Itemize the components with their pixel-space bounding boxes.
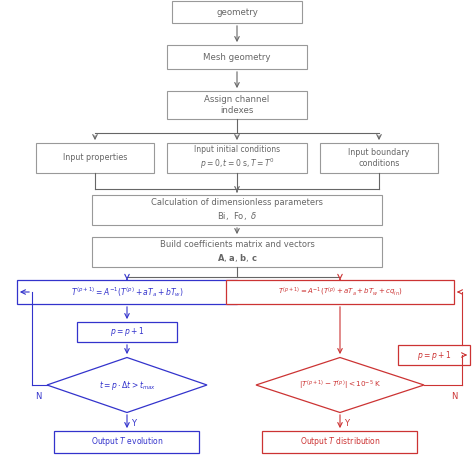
Text: Build coefficients matrix and vectors
$\bf{A}$, $\bf{a}$, $\bf{b}$, $\bf{c}$: Build coefficients matrix and vectors $\…: [160, 240, 314, 264]
Text: $p = p + 1$: $p = p + 1$: [417, 348, 451, 362]
Text: Output $T$ distribution: Output $T$ distribution: [300, 436, 381, 448]
Text: $|T^{(p+1)} - T^{(p)}| < 10^{-5}$ K: $|T^{(p+1)} - T^{(p)}| < 10^{-5}$ K: [299, 378, 382, 392]
Bar: [167, 91, 307, 119]
Text: Input boundary
conditions: Input boundary conditions: [348, 148, 410, 168]
Bar: [398, 345, 470, 365]
Text: Calculation of dimensionless parameters
Bi,  Fo,  $\delta$: Calculation of dimensionless parameters …: [151, 198, 323, 222]
Text: Input initial conditions
$p = 0, t = 0$ s$,T = T^0$: Input initial conditions $p = 0, t = 0$ …: [194, 145, 280, 171]
Bar: [55, 431, 200, 453]
Bar: [77, 322, 177, 342]
Bar: [17, 280, 237, 304]
Bar: [226, 280, 454, 304]
Bar: [36, 143, 154, 173]
Text: $T^{(p+1)} = A^{-1}(T^{(p)}+aT_a + bT_w + cq_{in})$: $T^{(p+1)} = A^{-1}(T^{(p)}+aT_a + bT_w …: [278, 286, 402, 298]
Text: $t = p \cdot \Delta t > t_{max}$: $t = p \cdot \Delta t > t_{max}$: [99, 379, 155, 392]
Text: Output $T$ evolution: Output $T$ evolution: [91, 436, 164, 448]
Bar: [167, 143, 307, 173]
Text: geometry: geometry: [216, 8, 258, 17]
Text: $p = p + 1$: $p = p + 1$: [110, 326, 144, 338]
Text: $T^{(p+1)} = A^{-1}(T^{(p)}+aT_a + bT_w)$: $T^{(p+1)} = A^{-1}(T^{(p)}+aT_a + bT_w)…: [71, 285, 183, 299]
Bar: [263, 431, 418, 453]
Bar: [320, 143, 438, 173]
Text: Assign channel
indexes: Assign channel indexes: [204, 95, 270, 115]
Text: Mesh geometry: Mesh geometry: [203, 53, 271, 62]
Bar: [167, 45, 307, 69]
Bar: [92, 195, 382, 225]
Polygon shape: [47, 357, 207, 412]
Text: Y: Y: [131, 419, 136, 428]
Polygon shape: [256, 357, 424, 412]
Bar: [172, 1, 302, 23]
Text: Input properties: Input properties: [63, 154, 127, 163]
Text: N: N: [35, 392, 41, 401]
Text: Y: Y: [344, 419, 349, 428]
Text: N: N: [452, 392, 458, 401]
Bar: [92, 237, 382, 267]
